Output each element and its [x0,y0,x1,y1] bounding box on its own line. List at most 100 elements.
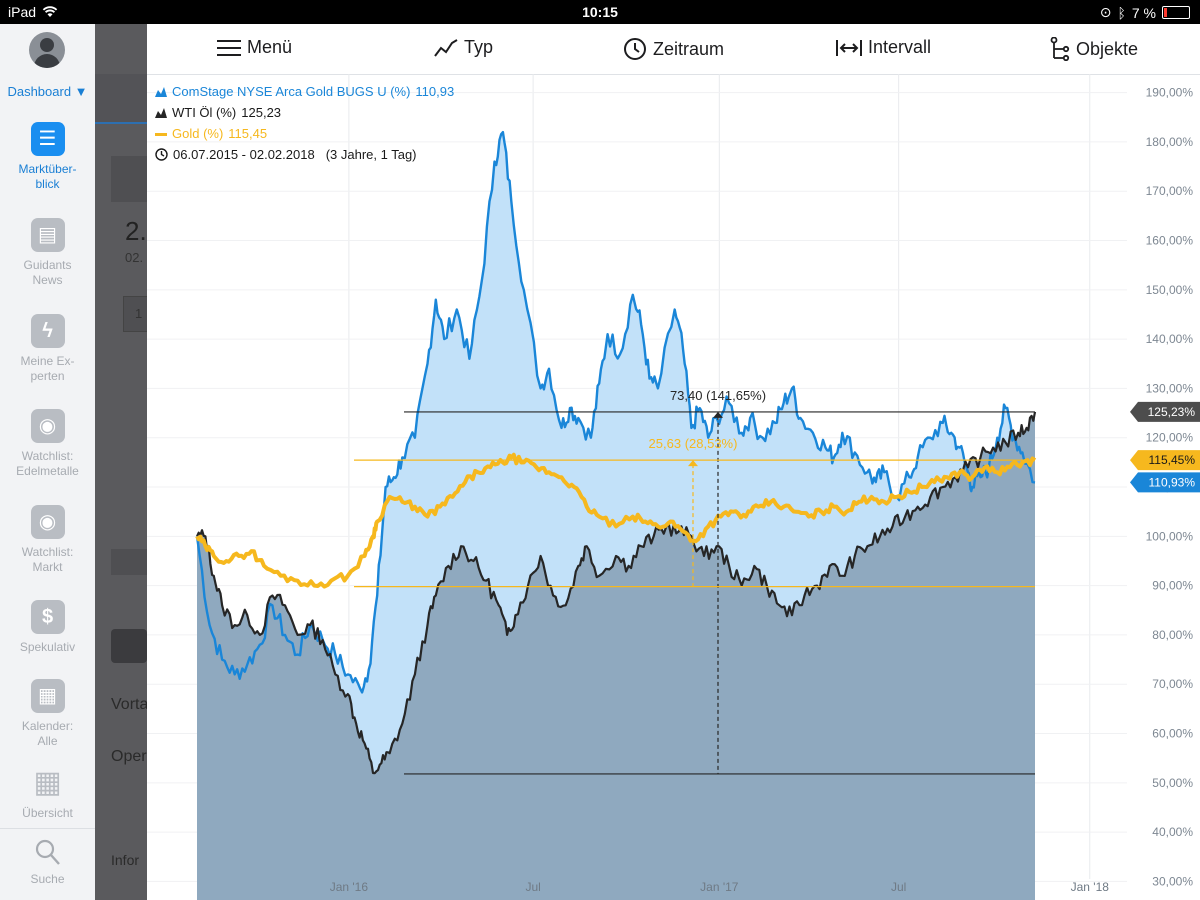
y-tick-label: 50,00% [1152,776,1193,790]
sidebar-item-label: Kalender: Alle [21,719,74,745]
value-badge-text: 110,93% [1149,475,1196,489]
line-marker-icon [155,132,167,136]
sidebar-divider [0,828,95,829]
bluetooth-icon: ᛒ [1117,4,1126,21]
x-axis-band [147,879,1200,900]
background-text: 2. [125,216,147,246]
measurement-arrow [688,460,698,467]
value-badge: 115,45% [1130,450,1200,471]
lightning-icon: ϟ [30,314,65,348]
sidebar-item-watchlist-markt[interactable]: ◉ Watchlist: Markt [0,505,95,575]
sidebar-search[interactable]: Suche [0,838,95,887]
mountain-icon [155,86,167,97]
legend-range-dates: 06.07.2015 - 02.02.2018 [173,147,315,162]
objects-label: Objekte [1076,38,1139,59]
background-text: Vorta [111,696,149,713]
y-tick-label: 170,00% [1146,184,1194,198]
x-tick-label: Jan '18 [1071,880,1110,894]
sidebar-item-label: Suche [30,872,65,886]
measurement-label: 25,63 (28,53%) [649,436,738,451]
sidebar-item-marktueberblick[interactable]: ☰ Marktüber- blick [0,122,95,192]
menu-label: Menü [247,37,293,57]
interval-icon [836,39,862,56]
line-gold-bugs [195,130,1036,694]
y-tick-label: 80,00% [1152,628,1193,642]
y-tick-label: 90,00% [1152,579,1193,593]
search-icon [35,839,60,865]
eye-icon: ◉ [30,409,65,443]
measurement-gold: 25,63 (28,53%) [354,436,1035,588]
sidebar-item-guidants-news[interactable]: ▤ Guidants News [0,218,95,288]
x-tick-label: Jan '17 [700,880,739,894]
y-tick-label: 120,00% [1146,431,1194,445]
avatar[interactable] [29,32,65,68]
tree-icon [1050,37,1070,61]
news-icon: ▤ [30,218,65,252]
rotation-lock-icon: ⊙ [1099,4,1112,20]
sidebar-item-label: Marktüber- blick [18,162,77,191]
background-text: 02. [125,250,144,265]
line-wti [196,411,1037,775]
battery-percent: 7 % [1131,4,1156,21]
list-icon: ☰ [30,122,65,156]
sidebar-item-kalender-alle[interactable]: ▦ Kalender: Alle [0,679,95,745]
sidebar-item-label: Übersicht [22,806,73,820]
x-tick-label: Jul [891,880,906,894]
status-bar: iPad 10:15 ⊙ ᛒ 7 % [0,0,1200,24]
legend-series-name: ComStage NYSE Arca Gold BUGS U (%) [172,84,411,99]
measurement-arrow [713,411,723,418]
value-badge-shape [1130,472,1200,493]
app-sidebar: Dashboard ▼ ☰ Marktüber- blick ▤ Guidant… [0,24,96,900]
type-button[interactable]: Typ [434,37,493,58]
sidebar-item-label: Spekulativ [19,640,76,654]
y-tick-label: 100,00% [1146,529,1194,543]
sidebar-item-watchlist-edelmetalle[interactable]: ◉ Watchlist: Edelmetalle [0,409,95,479]
y-tick-label: 180,00% [1146,135,1194,149]
sidebar-item-uebersicht[interactable]: ▦ Übersicht [0,766,95,821]
area-wti [197,411,1035,900]
line-chart-icon [434,38,458,57]
objects-button[interactable]: Objekte [1050,37,1138,61]
price-chart[interactable]: 73,40 (141,65%) 25,63 (28,53%) Jan '16 Jul J… [147,74,1200,900]
clock: 10:15 [582,4,618,20]
mountain-icon [155,107,167,118]
interval-button[interactable]: Intervall [836,37,931,58]
dollar-icon: $ [30,600,65,634]
menu-button[interactable]: Menü [217,37,292,58]
measurement-label: 73,40 (141,65%) [670,388,766,403]
interval-label: Intervall [868,37,932,57]
sidebar-item-label: Watchlist: Markt [21,545,74,574]
value-badge-shape [1130,450,1200,471]
line-gold [195,452,1037,589]
y-tick-label: 190,00% [1146,86,1194,100]
clock-icon [155,148,168,161]
chart-toolbar: Menü Typ Zeitraum Intervall [147,24,1200,75]
y-tick-label: 60,00% [1152,727,1193,741]
clock-icon [624,38,646,60]
sidebar-item-spekulativ[interactable]: $ Spekulativ [0,600,95,655]
value-badge: 125,23% [1130,401,1200,422]
grid-icon: ▦ [33,766,62,799]
legend-range: 06.07.2015 - 02.02.2018 (3 Jahre, 1 Tag) [155,144,454,165]
dashboard-select[interactable]: Dashboard ▼ [7,84,88,99]
legend-entry-gold-bugs: ComStage NYSE Arca Gold BUGS U (%) 110,9… [155,81,454,102]
background-dashboard: 2. 02. 1 Vorta Oper Infor [95,24,149,900]
sidebar-item-meine-experten[interactable]: ϟ Meine Ex- perten [0,314,95,384]
type-label: Typ [464,37,494,57]
chart-legend: ComStage NYSE Arca Gold BUGS U (%) 110,9… [155,81,454,165]
sidebar-item-label: Watchlist: Edelmetalle [16,449,79,478]
wifi-icon [42,6,58,17]
period-button[interactable]: Zeitraum [623,37,724,61]
background-text: 1 [135,306,143,321]
y-tick-label: 130,00% [1146,381,1194,395]
value-badge: 110,93% [1130,472,1200,493]
y-tick-label: 140,00% [1146,332,1194,346]
eye-icon: ◉ [30,505,65,539]
value-badge-text: 125,23% [1148,405,1196,419]
legend-entry-gold: Gold (%) 115,45 [155,123,454,144]
value-badge-shape [1130,401,1200,422]
x-tick-label: Jul [525,880,540,894]
y-tick-label: 150,00% [1146,283,1194,297]
legend-series-name: Gold (%) [172,126,224,141]
sidebar-item-label: Meine Ex- perten [20,354,75,383]
